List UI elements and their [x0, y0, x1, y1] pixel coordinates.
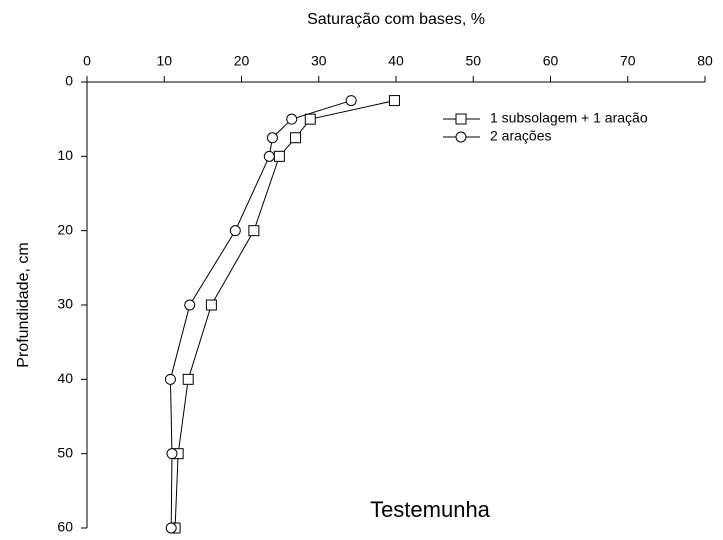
y-tick-label: 0 [65, 73, 73, 89]
y-tick-label: 40 [57, 370, 73, 386]
x-tick-label: 30 [311, 53, 327, 69]
y-tick-label: 60 [57, 519, 73, 535]
point [248, 225, 260, 237]
legend-marker [455, 113, 467, 125]
x-tick-label: 10 [156, 53, 172, 69]
x-tick-label: 40 [388, 53, 404, 69]
y-axis-label: Profundidade, cm [15, 242, 32, 367]
legend-label: 1 subsolagem + 1 aração [490, 110, 648, 126]
y-tick-label: 50 [57, 444, 73, 460]
x-tick-label: 80 [697, 53, 713, 69]
y-tick-label: 10 [57, 147, 73, 163]
y-tick-label: 30 [57, 296, 73, 312]
legend-label: 2 arações [490, 128, 551, 144]
point [266, 132, 278, 144]
series-line [174, 100, 395, 529]
point [184, 299, 196, 311]
x-tick-label: 20 [234, 53, 250, 69]
point [229, 225, 241, 237]
point [290, 132, 302, 144]
x-tick-label: 50 [465, 53, 481, 69]
annotation: Testemunha [370, 497, 491, 522]
point [205, 299, 217, 311]
point [263, 150, 275, 162]
x-tick-label: 0 [83, 53, 91, 69]
x-tick-label: 70 [620, 53, 636, 69]
point [304, 113, 316, 125]
point [345, 95, 357, 107]
y-tick-label: 20 [57, 221, 73, 237]
point [273, 150, 285, 162]
point [166, 448, 178, 460]
x-tick-label: 60 [543, 53, 559, 69]
point [286, 113, 298, 125]
point [164, 373, 176, 385]
series-line [169, 100, 352, 529]
point [165, 522, 177, 534]
point [388, 95, 400, 107]
point [182, 373, 194, 385]
x-axis-label: Saturação com bases, % [307, 11, 485, 28]
legend-marker [455, 131, 467, 143]
